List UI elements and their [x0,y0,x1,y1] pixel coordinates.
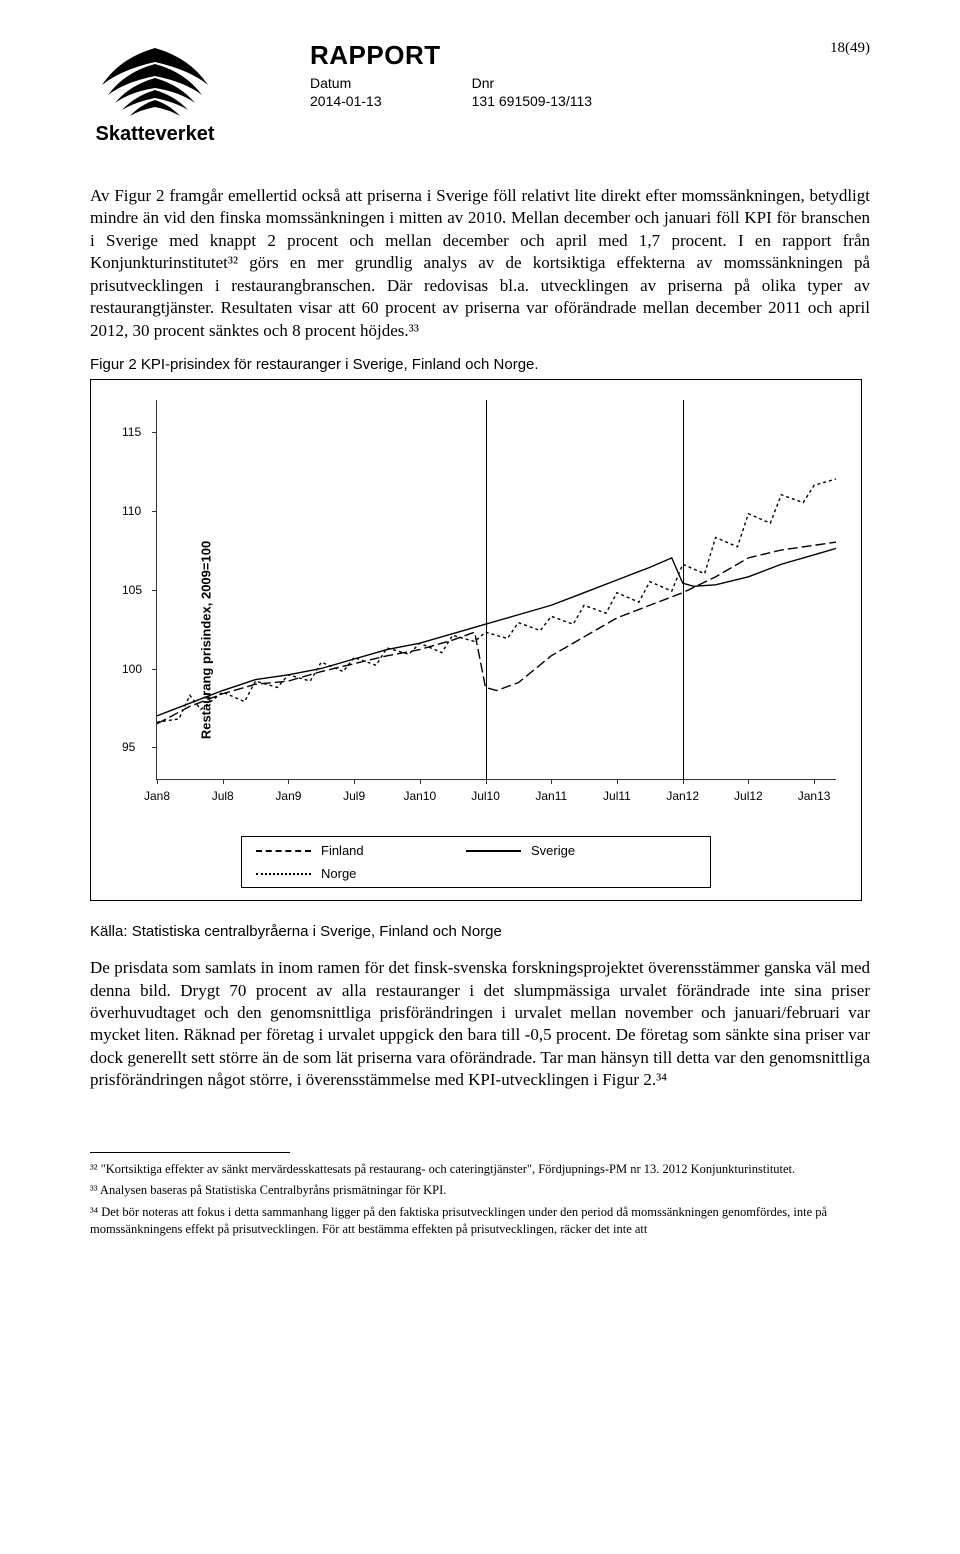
x-tick-label: Jan9 [275,789,301,803]
x-tick-label: Jul9 [343,789,365,803]
page-header: Skatteverket RAPPORT Datum 2014-01-13 Dn… [90,40,870,155]
paragraph-2: De prisdata som samlats in inom ramen fö… [90,957,870,1092]
skatteverket-logo-icon: Skatteverket [90,40,220,150]
x-tick-label: Jul12 [734,789,763,803]
x-tick-label: Jan10 [403,789,436,803]
legend-item-norge: Norge [256,866,436,881]
legend-line-icon [256,850,311,852]
series-norge [157,479,836,722]
chart-source: Källa: Statistiska centralbyråerna i Sve… [90,923,870,940]
kpi-chart: Restaurang prisindex, 2009=100 951001051… [90,379,862,901]
report-title: RAPPORT [310,40,810,71]
legend-label: Finland [321,843,364,858]
legend-line-icon [466,850,521,852]
figure-caption: Figur 2 KPI-prisindex för restauranger i… [90,356,870,373]
dnr-block: Dnr 131 691509-13/113 [472,75,592,109]
agency-logo: Skatteverket [90,40,250,155]
legend-item-finland: Finland [256,843,436,858]
y-tick-label: 105 [122,583,142,597]
legend-label: Norge [321,866,356,881]
footnote-separator [90,1152,290,1153]
x-tick-label: Jul11 [603,789,631,803]
svg-text:Skatteverket: Skatteverket [96,123,215,145]
chart-legend: Finland Sverige Norge [241,836,711,888]
x-tick-label: Jul10 [471,789,500,803]
series-finland [157,542,836,724]
legend-line-icon [256,873,311,875]
x-tick-label: Jan12 [666,789,699,803]
x-tick-label: Jan8 [144,789,170,803]
y-tick-label: 115 [122,425,141,439]
footnote-33: ³³ Analysen baseras på Statistiska Centr… [90,1182,870,1200]
page-number: 18(49) [810,40,870,57]
chart-svg [157,400,836,779]
x-tick-label: Jan13 [798,789,831,803]
x-tick-label: Jan11 [535,789,567,803]
datum-block: Datum 2014-01-13 [310,75,382,109]
legend-label: Sverige [531,843,575,858]
x-tick-label: Jul8 [212,789,234,803]
header-meta: RAPPORT Datum 2014-01-13 Dnr 131 691509-… [250,40,810,109]
chart-plot-area: 95100105110115Jan8Jul8Jan9Jul9Jan10Jul10… [156,400,836,780]
footnote-32: ³² "Kortsiktiga effekter av sänkt mervär… [90,1161,870,1179]
y-tick-label: 110 [122,504,141,518]
chart-vline [486,400,487,779]
legend-item-sverige: Sverige [466,843,646,858]
document-page: Skatteverket RAPPORT Datum 2014-01-13 Dn… [0,0,960,1283]
paragraph-1: Av Figur 2 framgår emellertid också att … [90,185,870,342]
chart-vline [683,400,684,779]
y-tick-label: 95 [122,740,135,754]
footnote-34: ³⁴ Det bör noteras att fokus i detta sam… [90,1204,870,1239]
y-tick-label: 100 [122,662,142,676]
